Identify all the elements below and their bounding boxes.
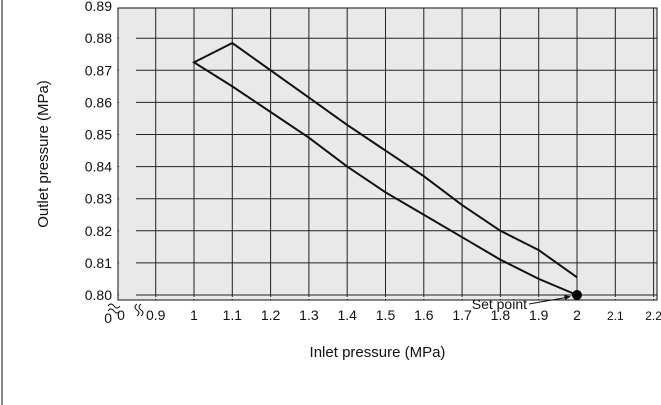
x-tick-label: 1.7	[452, 307, 472, 323]
y-tick-label: 0.84	[85, 159, 112, 175]
set-point-label: Set point	[472, 296, 527, 312]
y-tick-label: 0.86	[85, 94, 112, 110]
y-axis-zero-area	[119, 297, 656, 299]
hysteresis-curve	[191, 41, 578, 296]
x-tick-label: 2	[573, 307, 581, 323]
x-tick-label: 1.1	[223, 307, 243, 323]
x-tick-label: 1.5	[376, 307, 396, 323]
y-tick-label: 0.80	[85, 287, 112, 303]
x-break-mark	[138, 303, 144, 317]
x-tick-label: 0.9	[146, 307, 166, 323]
x-axis-label: Inlet pressure (MPa)	[310, 344, 446, 361]
horizontal-gridlines	[118, 37, 657, 296]
y-tick-label: 0.81	[85, 255, 112, 271]
y-tick-label: 0.85	[85, 127, 112, 143]
x-tick-label: 1.3	[299, 307, 319, 323]
x-tick-label: 1.6	[414, 307, 434, 323]
x-tick-label: 1.9	[529, 307, 549, 323]
y-tick-label: 0	[104, 310, 112, 326]
y-tick-label: 0.83	[85, 191, 112, 207]
y-tick-label: 0.82	[85, 223, 112, 239]
y-break-mark	[107, 303, 121, 309]
set-point-arrow	[528, 296, 570, 305]
y-axis-tick-labels: 0 0.80 0.81 0.82 0.83 0.84 0.85 0.86 0.87 0.88 0.8…	[85, 0, 112, 326]
y-axis-label: Outlet pressure (MPa)	[35, 80, 52, 228]
x-tick-label: 1.4	[337, 307, 357, 323]
y-tick-label: 0.89	[85, 0, 112, 14]
x-tick-label: 2.2	[645, 309, 661, 323]
x-tick-label: 1.8	[491, 307, 511, 323]
x-axis-tick-labels: 0 0.9 1 1.1 1.2 1.3 1.4 1.5 1.6 1.7 1.8 1.9 2 2.1 2.2	[117, 307, 661, 323]
x-tick-label: 1	[190, 307, 198, 323]
y-tick-label: 0.87	[85, 62, 112, 78]
y-break-mark	[107, 308, 121, 314]
x-tick-label: 2.1	[607, 309, 624, 323]
set-point-marker	[572, 290, 582, 300]
plot-area-background	[118, 8, 657, 300]
plot-frame	[117, 7, 658, 301]
axis-break-marks	[107, 303, 144, 317]
x-break-mark	[134, 303, 140, 317]
set-point-arrowhead	[564, 295, 571, 300]
x-tick-label: 1.2	[261, 307, 281, 323]
x-axis-zero-area	[119, 9, 136, 299]
vertical-gridlines	[155, 8, 655, 300]
y-tick-label: 0.88	[85, 30, 112, 46]
x-tick-label: 0	[117, 307, 125, 323]
